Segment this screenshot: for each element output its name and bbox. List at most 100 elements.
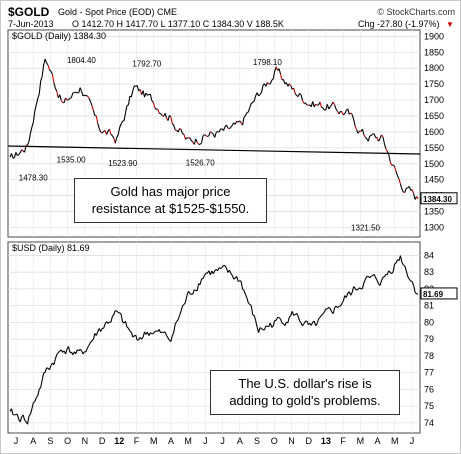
price-segment <box>221 265 224 268</box>
y-tick-label: 1300 <box>424 222 444 232</box>
price-segment <box>173 323 176 333</box>
price-segment <box>297 93 301 97</box>
price-segment <box>180 305 184 312</box>
x-tick-label: J <box>220 436 225 446</box>
price-segment <box>149 94 153 101</box>
price-segment <box>130 90 134 97</box>
price-segment <box>152 102 156 108</box>
price-segment <box>271 78 274 81</box>
price-segment <box>321 106 324 109</box>
price-segment <box>41 372 45 381</box>
price-segment <box>114 137 118 144</box>
x-tick-label: S <box>254 436 260 446</box>
price-segment <box>171 331 175 336</box>
price-segment <box>288 315 292 318</box>
price-segment <box>37 389 40 396</box>
price-segment <box>179 128 182 130</box>
price-segment <box>177 128 181 133</box>
price-segment <box>21 149 24 152</box>
price-segment <box>174 321 178 325</box>
price-segment <box>370 133 374 136</box>
price-segment <box>351 286 355 293</box>
price-segment <box>272 320 276 327</box>
price-segment <box>269 322 273 328</box>
price-segment <box>389 161 393 166</box>
price-segment <box>15 152 18 156</box>
price-segment <box>204 272 207 276</box>
price-segment <box>126 104 129 106</box>
price-segment <box>151 100 154 103</box>
price-segment <box>370 275 373 277</box>
price-segment <box>255 320 258 328</box>
price-segment <box>31 121 34 128</box>
change-label: Chg -27.80 (-1.97%) <box>358 19 440 29</box>
price-segment <box>265 325 268 328</box>
price-segment <box>205 135 208 138</box>
price-segment <box>196 283 200 291</box>
price-segment <box>319 101 323 108</box>
price-segment <box>367 135 371 142</box>
brand-label: © StockCharts.com <box>377 7 455 17</box>
x-tick-label: O <box>64 436 71 446</box>
price-segment <box>165 335 169 339</box>
y-tick-label: 1450 <box>424 175 444 185</box>
price-segment <box>95 331 99 336</box>
price-segment <box>106 131 109 135</box>
price-segment <box>392 164 396 168</box>
x-tick-label: F <box>134 436 140 446</box>
x-tick-label: J <box>14 436 19 446</box>
price-segment <box>380 276 384 282</box>
price-segment <box>97 123 100 129</box>
price-segment <box>316 318 320 324</box>
price-segment <box>269 79 273 85</box>
y-tick-label: 84 <box>424 250 434 260</box>
price-segment <box>195 138 198 143</box>
price-segment <box>315 323 318 326</box>
price-segment <box>10 408 14 415</box>
price-segment <box>340 303 343 307</box>
x-tick-label: J <box>410 436 415 446</box>
price-segment <box>351 114 355 120</box>
price-segment <box>394 166 397 172</box>
price-segment <box>332 101 336 106</box>
y-tick-label: 1700 <box>424 95 444 105</box>
price-segment <box>88 342 91 346</box>
price-segment <box>12 157 15 159</box>
price-segment <box>241 117 245 126</box>
price-segment <box>218 267 221 270</box>
usd-annotation-line-1: The U.S. dollar's rise is <box>238 376 372 391</box>
usd-price-series <box>9 255 419 425</box>
y-tick-label: 76 <box>424 384 434 394</box>
price-segment <box>403 264 406 267</box>
price-segment <box>225 267 229 273</box>
x-tick-label: 13 <box>321 436 331 446</box>
price-segment <box>108 129 112 135</box>
y-tick-label: 78 <box>424 351 434 361</box>
price-segment <box>120 314 124 323</box>
price-segment <box>217 267 220 271</box>
price-segment <box>147 93 150 96</box>
price-segment <box>208 131 211 136</box>
price-segment <box>129 330 132 333</box>
x-tick-label: A <box>168 436 174 446</box>
price-segment <box>127 96 131 106</box>
price-segment <box>290 85 293 90</box>
price-segment <box>236 276 239 282</box>
price-segment <box>332 307 336 314</box>
price-segment <box>214 268 217 272</box>
price-segment <box>116 134 119 138</box>
price-segment <box>313 320 317 326</box>
price-segment <box>398 178 401 185</box>
price-segment <box>399 255 403 263</box>
price-segment <box>101 131 104 134</box>
price-segment <box>397 175 400 180</box>
y-tick-label: 1800 <box>424 63 444 73</box>
price-segment <box>411 281 415 286</box>
price-segment <box>239 120 242 124</box>
price-segment <box>201 135 204 144</box>
price-segment <box>280 73 283 80</box>
price-segment <box>19 416 23 422</box>
price-segment <box>258 327 261 333</box>
price-segment <box>191 140 194 143</box>
price-segment <box>202 275 205 279</box>
